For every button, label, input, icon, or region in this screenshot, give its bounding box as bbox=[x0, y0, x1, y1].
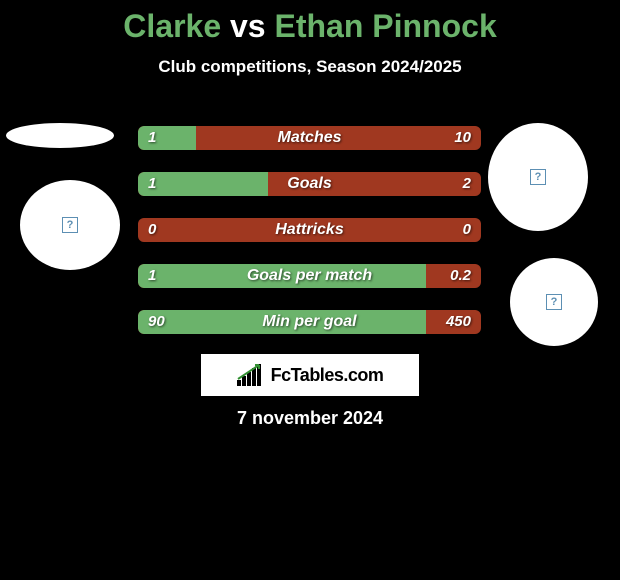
logo-text: FcTables.com bbox=[271, 365, 384, 386]
bar-label: Hattricks bbox=[138, 218, 481, 242]
watermark-logo: FcTables.com bbox=[201, 354, 419, 396]
decorative-ellipse bbox=[6, 123, 114, 148]
bar-right-value: 2 bbox=[463, 172, 471, 196]
date-text: 7 november 2024 bbox=[0, 408, 620, 429]
vs-text: vs bbox=[230, 8, 266, 44]
bar-right-value: 0.2 bbox=[450, 264, 471, 288]
bar-label: Matches bbox=[138, 126, 481, 150]
subtitle: Club competitions, Season 2024/2025 bbox=[0, 57, 620, 77]
bar-right-value: 0 bbox=[463, 218, 471, 242]
comparison-title: Clarke vs Ethan Pinnock bbox=[0, 0, 620, 45]
player2-avatar-circle: ? bbox=[488, 123, 588, 231]
bar-label: Goals bbox=[138, 172, 481, 196]
player1-name: Clarke bbox=[123, 8, 221, 44]
bar-row: 90 Min per goal 450 bbox=[138, 310, 481, 334]
club-badge-circle: ? bbox=[510, 258, 598, 346]
bar-right-value: 450 bbox=[446, 310, 471, 334]
bar-row: 1 Goals 2 bbox=[138, 172, 481, 196]
bar-row: 1 Matches 10 bbox=[138, 126, 481, 150]
bar-chart-icon bbox=[237, 364, 265, 386]
player1-avatar-circle: ? bbox=[20, 180, 120, 270]
comparison-bars: 1 Matches 10 1 Goals 2 0 Hattricks 0 1 G… bbox=[138, 126, 481, 356]
bar-label: Min per goal bbox=[138, 310, 481, 334]
bar-row: 0 Hattricks 0 bbox=[138, 218, 481, 242]
placeholder-icon: ? bbox=[62, 217, 78, 233]
bar-right-value: 10 bbox=[454, 126, 471, 150]
bar-row: 1 Goals per match 0.2 bbox=[138, 264, 481, 288]
bar-label: Goals per match bbox=[138, 264, 481, 288]
player2-name: Ethan Pinnock bbox=[274, 8, 496, 44]
placeholder-icon: ? bbox=[546, 294, 562, 310]
placeholder-icon: ? bbox=[530, 169, 546, 185]
